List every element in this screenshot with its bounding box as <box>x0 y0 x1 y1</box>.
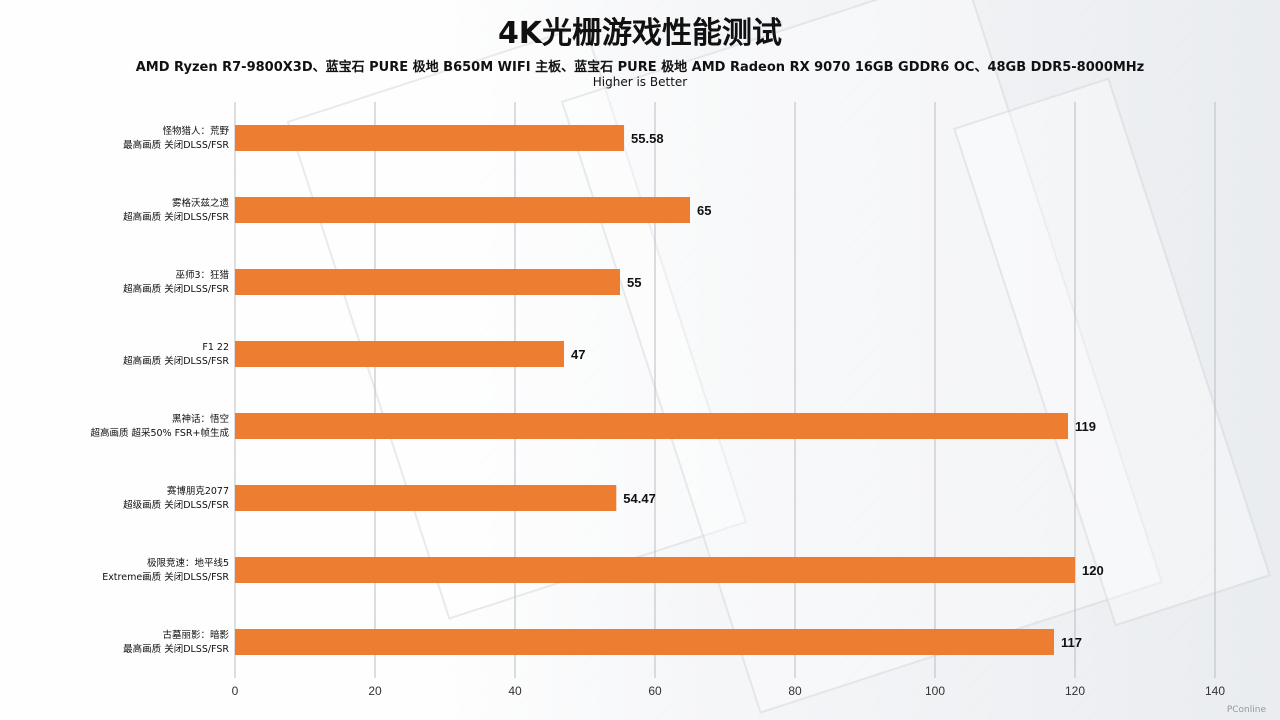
bar <box>235 125 625 151</box>
chart-subtitle: AMD Ryzen R7-9800X3D、蓝宝石 PURE 极地 B650M W… <box>135 60 1145 75</box>
bar <box>235 269 620 295</box>
chart-title: 4K光栅游戏性能测试 <box>497 16 783 51</box>
category-label-game: 怪物猎人：荒野 <box>162 125 229 137</box>
category-label-game: 古墓丽影：暗影 <box>162 629 229 641</box>
category-label-game: 巫师3：狂猎 <box>175 269 229 281</box>
category-label-settings: Extreme画质 关闭DLSS/FSR <box>102 571 229 583</box>
x-tick-label: 140 <box>1205 684 1225 698</box>
category-label-settings: 超高画质 超采50% FSR+帧生成 <box>90 427 229 439</box>
category-label-game: 极限竞速：地平线5 <box>147 557 229 569</box>
category-label-game: F1 22 <box>202 342 229 353</box>
x-tick-label: 80 <box>788 684 802 698</box>
category-label-game: 赛博朋克2077 <box>167 485 229 497</box>
bar <box>235 557 1075 583</box>
category-label-game: 黑神话：悟空 <box>172 413 229 425</box>
x-tick-label: 60 <box>648 684 662 698</box>
bar <box>235 197 690 223</box>
category-label-settings: 最高画质 关闭DLSS/FSR <box>123 643 229 655</box>
x-tick-label: 0 <box>232 684 239 698</box>
x-tick-label: 20 <box>368 684 382 698</box>
bar <box>235 629 1054 655</box>
category-label-settings: 超高画质 关闭DLSS/FSR <box>123 355 229 367</box>
watermark: PConline <box>1226 705 1266 715</box>
category-label-settings: 超级画质 关闭DLSS/FSR <box>123 499 229 511</box>
category-label-settings: 超高画质 关闭DLSS/FSR <box>123 211 229 223</box>
bar <box>235 413 1068 439</box>
data-label: 65 <box>697 203 711 218</box>
chart-subtitle-note: Higher is Better <box>592 75 688 89</box>
category-label-settings: 超高画质 关闭DLSS/FSR <box>123 283 229 295</box>
x-tick-label: 100 <box>925 684 945 698</box>
x-tick-label: 40 <box>508 684 522 698</box>
x-tick-label: 120 <box>1065 684 1085 698</box>
data-label: 55 <box>627 275 641 290</box>
data-label: 54.47 <box>623 491 656 506</box>
data-label: 117 <box>1061 635 1082 650</box>
bar <box>235 485 617 511</box>
data-label: 119 <box>1075 419 1096 434</box>
data-label: 55.58 <box>631 131 664 146</box>
bar <box>235 341 564 367</box>
data-label: 120 <box>1082 563 1104 578</box>
data-label: 47 <box>571 347 585 362</box>
category-label-game: 雾格沃兹之遗 <box>172 197 230 209</box>
category-label-settings: 最高画质 关闭DLSS/FSR <box>123 139 229 151</box>
